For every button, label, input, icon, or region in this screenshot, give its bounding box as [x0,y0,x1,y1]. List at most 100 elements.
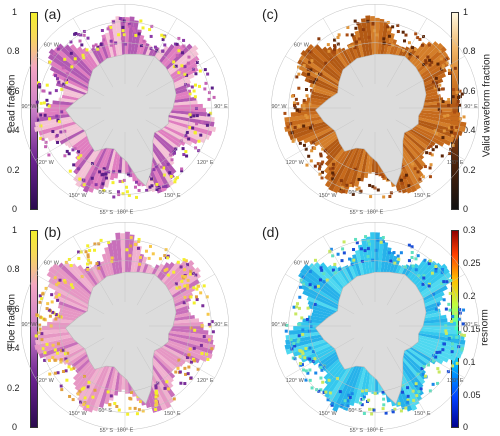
sea-ice-pixel [71,398,75,402]
sea-ice-pixel [86,267,90,271]
sea-ice-pixel [322,280,326,284]
sea-ice-pixel [203,68,207,72]
sea-ice-pixel [310,59,314,63]
sea-ice-pixel [301,328,305,332]
sea-ice-pixel [170,158,174,162]
colorbar-tick: 0.8 [7,46,20,56]
meridian-line [285,119,355,161]
sea-ice-pixel [141,409,145,413]
sea-ice-pixel [121,180,125,184]
sea-ice-pixel [403,39,407,43]
sea-ice-pixel [184,259,188,263]
sea-ice-pixel [400,390,404,394]
sea-ice-pixel [295,75,299,79]
sea-ice-pixel [440,154,444,158]
sea-ice-pixel [160,33,164,37]
sea-ice-pixel [403,265,407,269]
meridian-line [386,346,428,416]
sea-ice-pixel [331,268,335,272]
sea-ice-pixel [381,235,385,239]
sea-ice-pixel [41,292,45,296]
sea-ice-pixel [290,94,294,98]
coordinate-label: 90° E [464,322,478,328]
sea-ice-pixel [436,303,440,307]
sea-ice-pixel [55,351,59,355]
sea-ice-pixel [85,48,89,52]
sea-ice-pixel [447,98,451,102]
sea-ice-pixel [68,394,72,398]
colorbar-tick: 1 [12,225,18,235]
sea-ice-pixel [285,323,289,327]
sea-ice-pixel [321,380,325,384]
sea-ice-pixel [175,42,179,46]
sea-ice-pixel [430,60,434,64]
sea-ice-pixel [320,176,324,180]
sea-ice-pixel [313,146,317,150]
sea-ice-pixel [51,310,55,314]
sea-ice-pixel [39,124,43,128]
sea-ice-pixel [348,45,352,49]
sea-ice-pixel [455,361,459,365]
sea-ice-pixel [437,370,441,374]
sea-ice-pixel [460,347,464,351]
sea-ice-pixel [184,150,188,154]
sea-ice-pixel [202,284,206,288]
sea-ice-pixel [183,382,187,386]
sea-ice-pixel [401,30,405,34]
sea-ice-pixel [456,99,460,103]
sea-ice-pixel [199,291,203,295]
sea-ice-pixel [366,255,370,259]
meridian-line [395,55,465,97]
sea-ice-pixel [69,263,73,267]
sea-ice-pixel [65,378,69,382]
sea-ice-pixel [406,394,410,398]
sea-ice-pixel [168,171,172,175]
sea-ice-pixel [112,195,116,199]
sea-ice-pixel [104,172,108,176]
sea-ice-pixel [79,400,83,404]
sea-ice-pixel [418,177,422,181]
sea-ice-pixel [318,278,322,282]
sea-ice-pixel [386,25,390,29]
sea-ice-pixel [346,399,350,403]
sea-ice-pixel [164,184,168,188]
sea-ice-pixel [193,95,197,99]
sea-ice-pixel [319,154,323,158]
sea-ice-pixel [429,144,433,148]
sea-ice-pixel [47,153,51,157]
sea-ice-pixel [397,402,401,406]
sea-ice-pixel [112,170,116,174]
sea-ice-pixel [297,72,301,76]
sea-ice-pixel [304,114,308,118]
sea-ice-pixel [315,72,319,76]
sea-ice-pixel [362,395,366,399]
sea-ice-pixel [434,355,438,359]
sea-ice-pixel [455,102,459,106]
sea-ice-pixel [192,89,196,93]
coordinate-label: 120° E [447,160,464,166]
sea-ice-pixel [407,243,411,247]
sea-ice-pixel [194,146,198,150]
sea-ice-pixel [194,273,198,277]
sea-ice-pixel [336,252,340,256]
sea-ice-pixel [111,181,115,185]
sea-ice-pixel [93,388,97,392]
sea-ice-pixel [407,184,411,188]
sea-ice-pixel [401,181,405,185]
sea-ice-pixel [321,160,325,164]
sea-ice-pixel [191,126,195,130]
antarctica-landmass [315,53,427,187]
sea-ice-pixel [432,292,436,296]
sea-ice-pixel [437,107,441,111]
sea-ice-pixel [415,55,419,59]
sea-ice-pixel [388,251,392,255]
sea-ice-pixel [96,45,100,49]
sea-ice-pixel [99,42,103,46]
sea-ice-pixel [47,308,51,312]
sea-ice-pixel [91,395,95,399]
sea-ice-pixel [448,308,452,312]
sea-ice-pixel [154,384,158,388]
sea-ice-pixel [442,129,446,133]
sea-ice-pixel [297,124,301,128]
sea-ice-pixel [180,64,184,68]
